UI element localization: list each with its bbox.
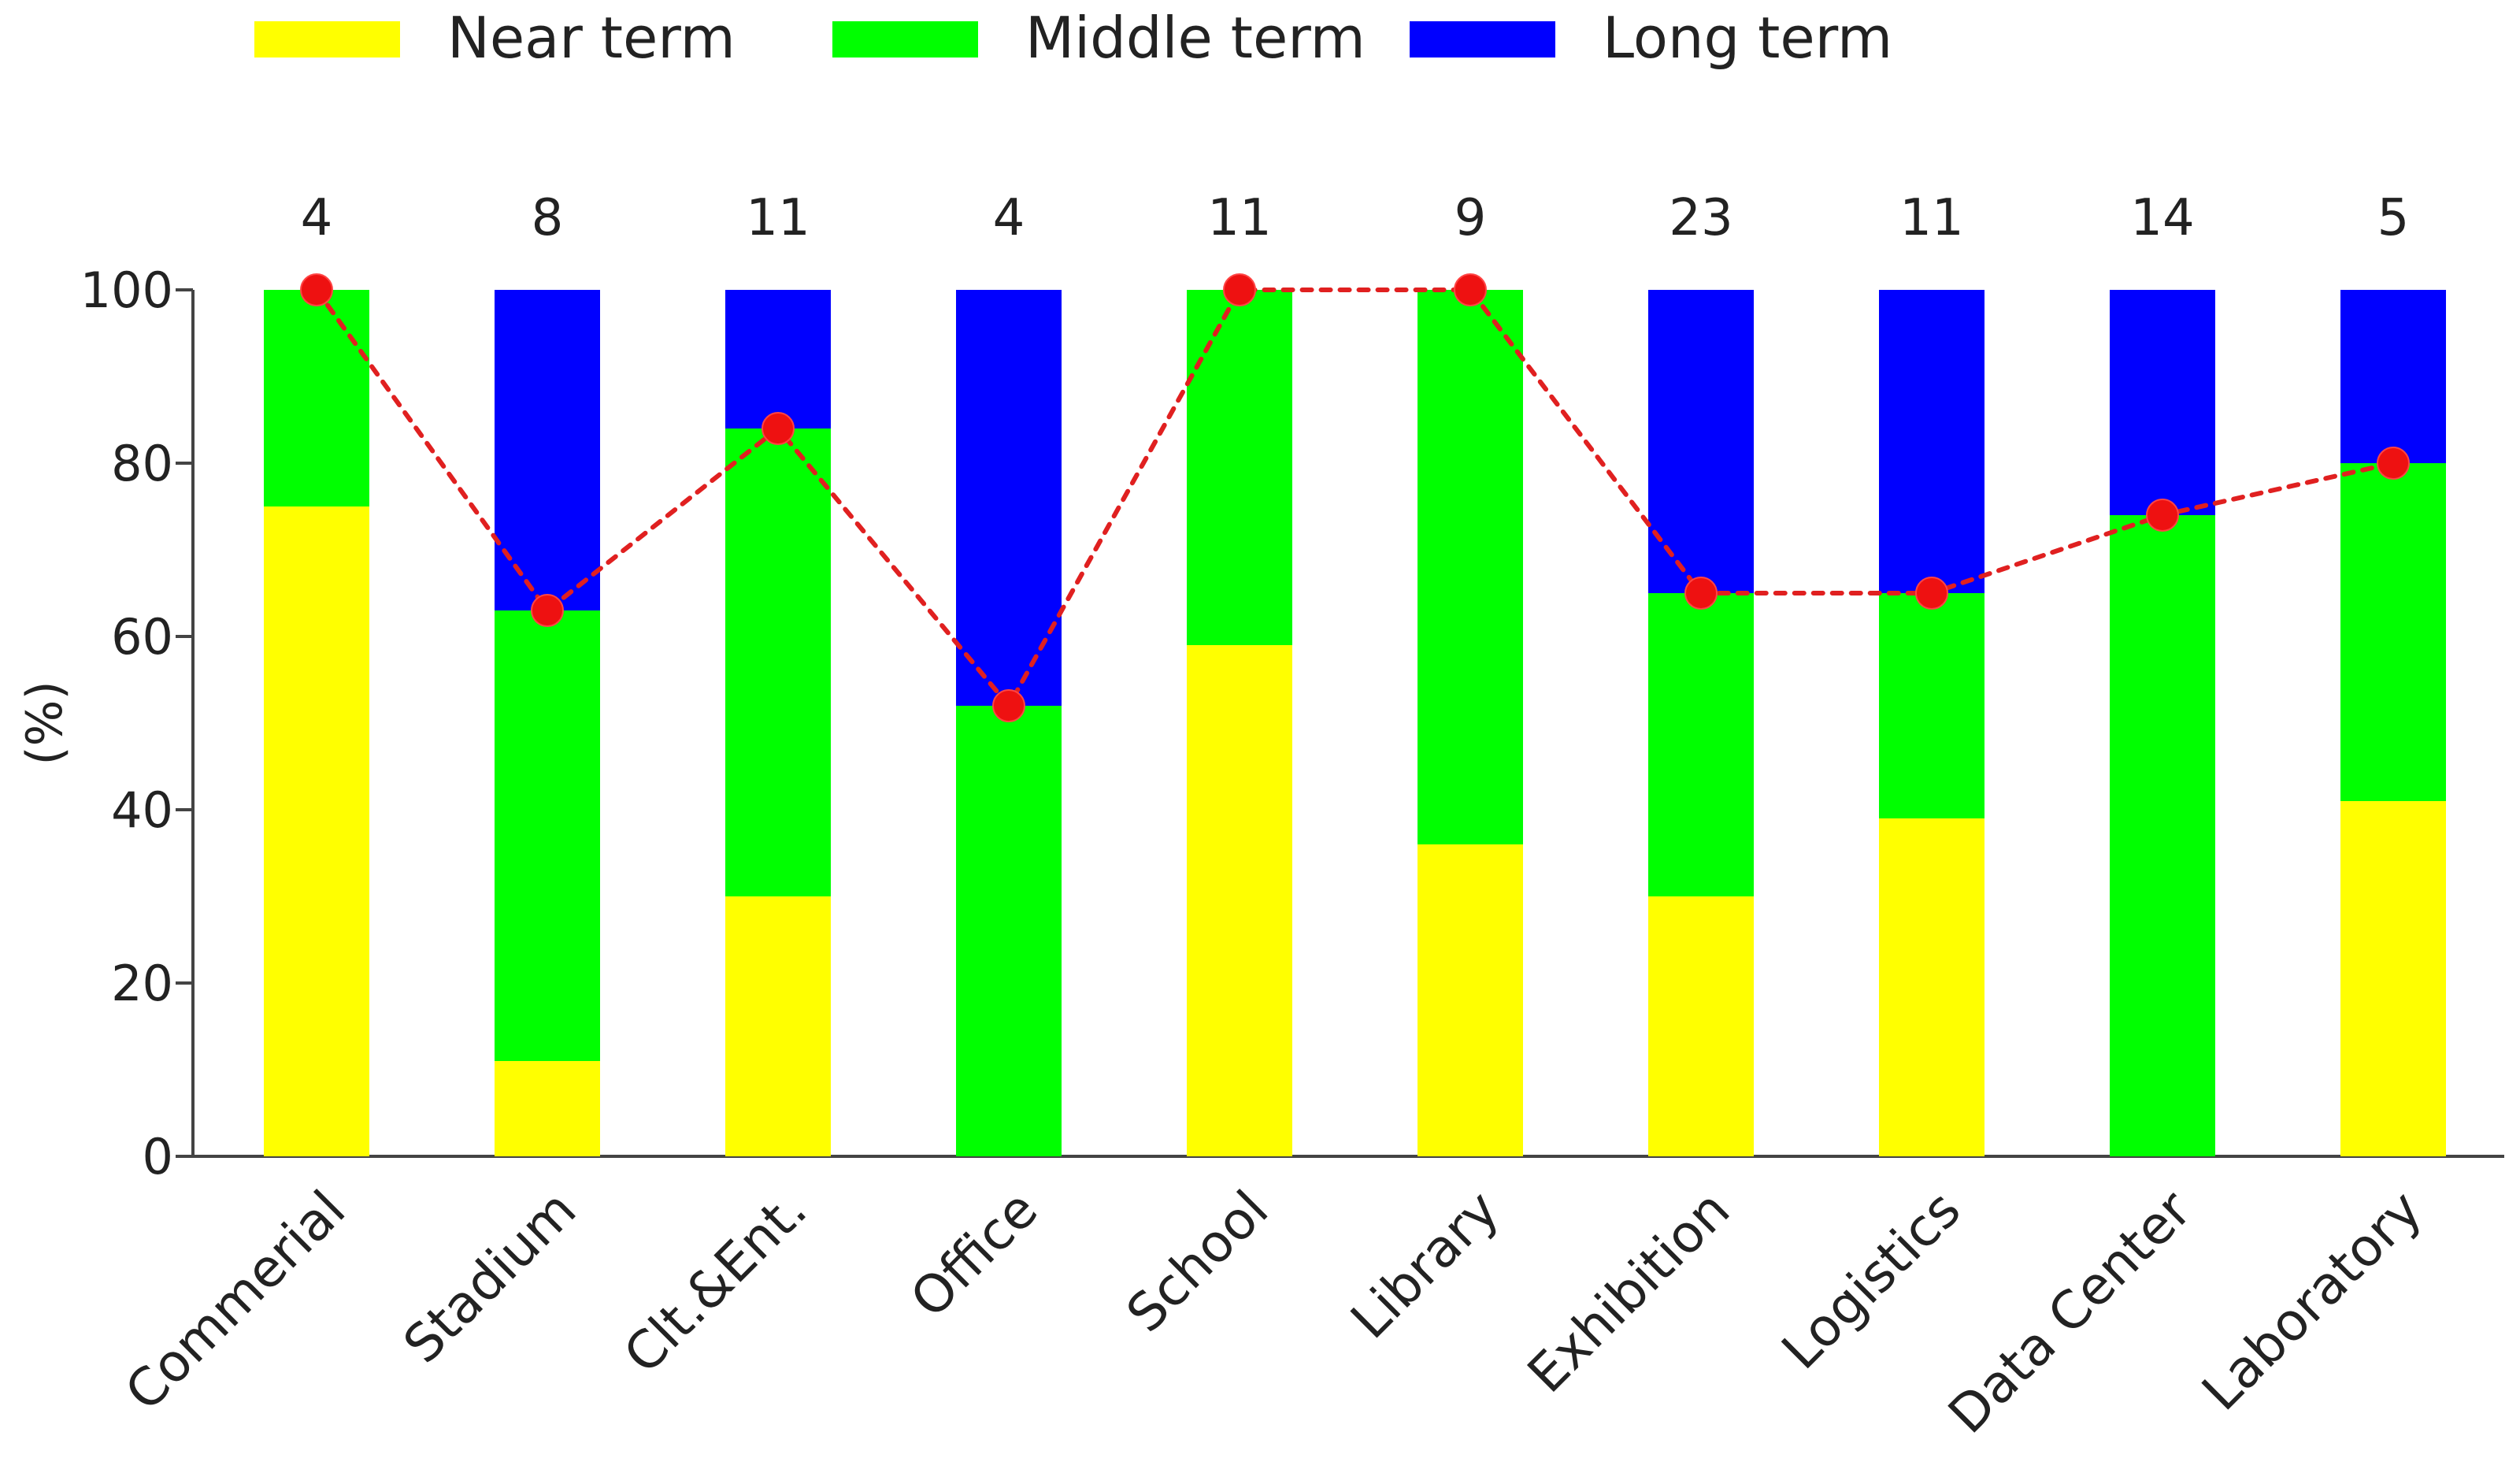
bar-segment-2 — [725, 429, 831, 896]
bar-segment-1 — [264, 506, 369, 1156]
legend-swatch-1 — [254, 21, 400, 58]
bar-segment-2 — [1879, 593, 1984, 818]
category-label: Laboratory — [2191, 1179, 2434, 1423]
x-axis-labels: Commerial Stadium Clt.&Ent. Office School Lib… — [113, 1178, 2433, 1445]
bar-segment-1 — [1418, 844, 1523, 1156]
trend-point — [1915, 577, 1948, 610]
bar-segment-3 — [1648, 290, 1754, 593]
bar-segment-2 — [2110, 515, 2215, 1156]
bar-segment-1 — [1648, 896, 1754, 1156]
bar-segment-3 — [725, 290, 831, 429]
bar-segment-2 — [1648, 593, 1754, 896]
category-label: Stadium — [392, 1179, 588, 1375]
count-label: 11 — [746, 189, 810, 247]
bar-segment-3 — [956, 290, 1062, 706]
legend-label-2: Middle term — [1025, 5, 1366, 71]
category-label: Commerial — [113, 1179, 357, 1423]
legend: Near term Middle term Long term — [254, 5, 1892, 71]
category-label: Clt.&Ent. — [613, 1179, 819, 1386]
category-label: Exhibition — [1516, 1179, 1741, 1404]
bar-segment-3 — [2110, 290, 2215, 515]
trend-point — [992, 689, 1025, 722]
bar-segment-2 — [264, 290, 369, 506]
category-label: Logistics — [1770, 1179, 1972, 1381]
count-label: 14 — [2130, 189, 2194, 247]
count-label: 11 — [1899, 189, 1963, 247]
count-label: 8 — [532, 189, 564, 247]
y-tick-label: 60 — [111, 608, 173, 666]
y-axis-title: (%) — [16, 681, 73, 765]
category-label: Library — [1340, 1179, 1511, 1351]
axes: 0 20 40 60 80 100 (%) — [16, 262, 2504, 1185]
y-tick-label: 100 — [80, 262, 173, 319]
y-tick-label: 40 — [111, 781, 173, 839]
count-label: 5 — [2377, 189, 2410, 247]
count-label: 23 — [1669, 189, 1732, 247]
bar-segment-3 — [495, 290, 600, 610]
trend-point — [1223, 273, 1256, 306]
bar-segment-1 — [2340, 801, 2446, 1156]
trend-point — [531, 594, 564, 627]
trend-line-path — [314, 288, 2396, 710]
bar-segment-2 — [1187, 290, 1292, 645]
y-tick-label: 0 — [143, 1128, 173, 1185]
category-label: Data Center — [1937, 1178, 2203, 1445]
bar-segment-2 — [2340, 463, 2446, 801]
bar-segment-1 — [1879, 818, 1984, 1156]
count-label: 4 — [301, 189, 333, 247]
trend-point — [1684, 577, 1718, 610]
trend-point — [1454, 273, 1487, 306]
legend-swatch-3 — [1410, 21, 1555, 58]
count-label: 9 — [1455, 189, 1487, 247]
y-tick-label: 80 — [111, 435, 173, 492]
legend-label-3: Long term — [1603, 5, 1892, 71]
bar-segment-2 — [956, 706, 1062, 1156]
bar-segment-3 — [1879, 290, 1984, 593]
trend-line — [300, 273, 2410, 722]
legend-label-1: Near term — [447, 5, 736, 71]
bars — [264, 290, 2446, 1156]
sample-counts: 4 8 11 4 11 9 23 11 14 5 — [301, 189, 2410, 247]
trend-point — [2146, 499, 2179, 532]
count-label: 4 — [993, 189, 1025, 247]
legend-swatch-2 — [832, 21, 978, 58]
count-label: 11 — [1207, 189, 1271, 247]
category-label: School — [1115, 1179, 1280, 1344]
y-tick-label: 20 — [111, 955, 173, 1012]
category-label: Office — [899, 1179, 1050, 1330]
trend-point — [762, 412, 795, 445]
bar-segment-1 — [495, 1061, 600, 1156]
bar-segment-1 — [725, 896, 831, 1156]
trend-point — [2377, 447, 2410, 480]
bar-segment-2 — [1418, 290, 1523, 844]
bar-segment-2 — [495, 610, 600, 1061]
bar-segment-3 — [2340, 290, 2446, 463]
bar-segment-1 — [1187, 645, 1292, 1156]
trend-point — [300, 273, 333, 306]
